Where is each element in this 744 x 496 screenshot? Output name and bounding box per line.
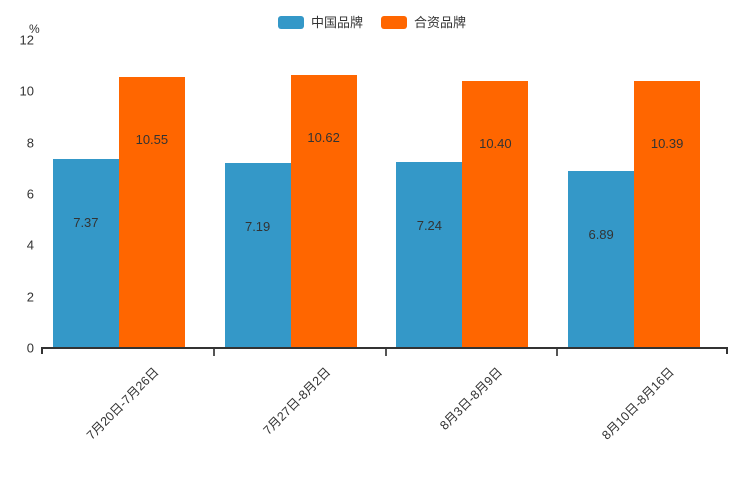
y-axis-unit-label: % xyxy=(29,22,40,36)
y-axis-tick-label: 2 xyxy=(26,289,34,305)
bar-value-label: 10.40 xyxy=(479,136,512,152)
x-axis-tick-label: 8月3日-8月9日 xyxy=(437,364,506,433)
x-axis-tick-label: 7月27日-8月2日 xyxy=(260,364,334,438)
bar-value-label: 6.89 xyxy=(588,227,614,243)
y-axis-tick-label: 8 xyxy=(26,135,34,151)
y-axis-tick-label: 0 xyxy=(26,340,34,356)
x-axis-tick-label: 8月10日-8月16日 xyxy=(599,364,677,443)
legend-label: 合资品牌 xyxy=(414,14,467,30)
legend-entry[interactable]: 合资品牌 xyxy=(381,14,467,30)
x-axis-left-cap xyxy=(41,347,43,354)
bar[interactable] xyxy=(224,163,291,348)
bar-value-label: 7.37 xyxy=(73,214,99,230)
bar-value-label: 7.19 xyxy=(244,219,271,235)
bar[interactable] xyxy=(52,158,119,348)
legend-entry[interactable]: 中国品牌 xyxy=(277,14,363,30)
bar-value-label: 10.39 xyxy=(650,136,684,152)
x-axis-tick-label: 7月20日-7月26日 xyxy=(83,364,162,443)
legend-label: 中国品牌 xyxy=(310,14,363,30)
x-axis-line xyxy=(41,347,728,349)
bar[interactable] xyxy=(634,81,701,348)
y-axis-tick-label: 6 xyxy=(26,186,34,202)
x-axis-category-tick xyxy=(556,349,559,356)
x-axis-category-tick xyxy=(384,349,387,356)
bar[interactable] xyxy=(290,75,357,348)
y-axis-tick-label: 12 xyxy=(19,32,34,48)
bar[interactable] xyxy=(568,171,635,348)
y-axis-tick-label: 10 xyxy=(19,83,34,99)
legend-swatch-icon xyxy=(277,15,304,29)
bar[interactable] xyxy=(462,81,529,348)
bar[interactable] xyxy=(396,162,463,348)
x-axis-right-cap xyxy=(726,347,728,354)
legend-swatch-icon xyxy=(381,15,407,29)
bar-value-label: 10.55 xyxy=(135,132,169,148)
y-axis-tick-label: 4 xyxy=(26,237,34,253)
x-axis-category-tick xyxy=(212,349,215,356)
plot-area: 7.37 10.55 7.19 10.62 7.24 10.40 6.89 10.39 xyxy=(41,40,728,348)
bar-value-label: 10.62 xyxy=(307,130,340,146)
chart-legend: 中国品牌 合资品牌 xyxy=(0,13,744,31)
bar[interactable] xyxy=(118,77,185,348)
bar-value-label: 7.24 xyxy=(416,218,443,234)
